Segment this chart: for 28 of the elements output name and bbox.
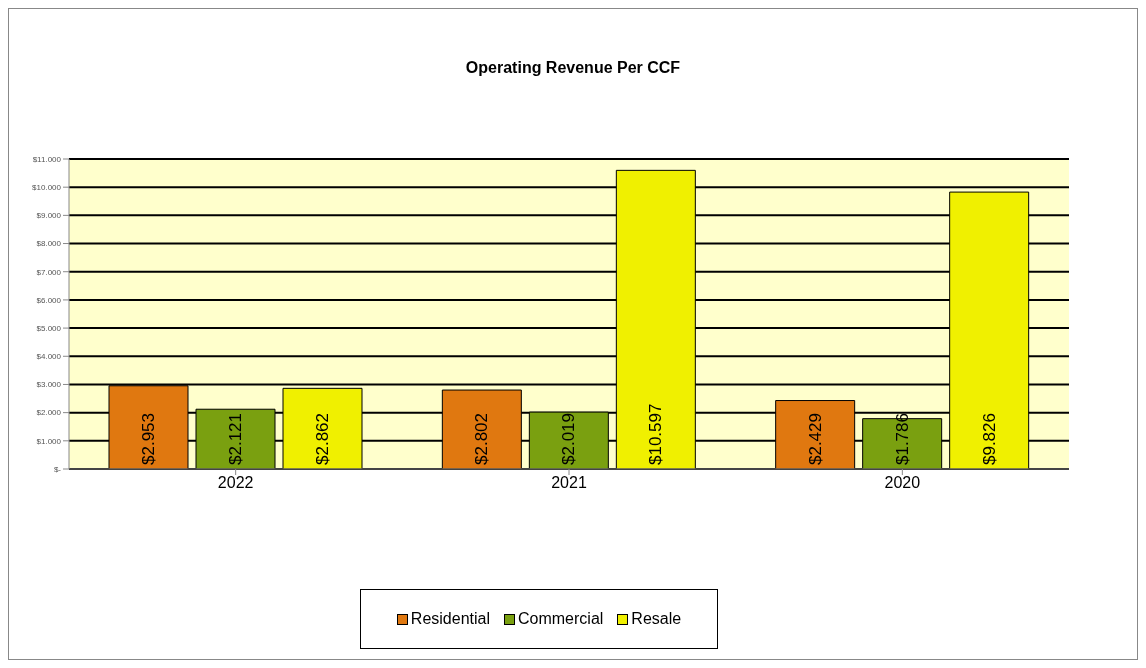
data-label: $2.802 [472,413,492,465]
legend-label: Residential [409,610,490,628]
data-label: $2.862 [313,413,332,465]
y-tick-label: $5.000 [36,323,62,333]
y-tick-label: $9.000 [36,211,62,221]
data-label: $1.786 [892,413,912,465]
data-label: $9.826 [979,413,999,465]
data-label: $2.953 [139,413,158,465]
chart-title: Operating Revenue Per CCF [464,59,682,77]
data-label: $10.597 [646,403,666,465]
y-tick-label: $7.000 [36,267,62,277]
data-label: $2.429 [805,413,825,465]
y-tick-label: $2.000 [36,408,62,418]
x-tick-label: 2021 [551,474,587,492]
x-tick-label: 2020 [884,474,921,492]
y-tick-label: $1.000 [36,436,62,446]
y-tick-label: $11.000 [32,154,62,164]
data-label: $2.019 [559,413,579,465]
y-tick-label: $- [53,464,62,474]
y-tick-label: $6.000 [36,295,62,305]
data-label: $2.121 [226,413,245,465]
y-tick-label: $4.000 [36,352,62,362]
legend-label: Commercial [517,610,604,628]
y-tick-label: $3.000 [36,380,62,390]
y-tick-label: $10.000 [32,183,62,193]
y-tick-label: $8.000 [36,239,62,249]
legend-label: Resale [630,610,682,628]
x-tick-label: 2022 [217,474,254,492]
